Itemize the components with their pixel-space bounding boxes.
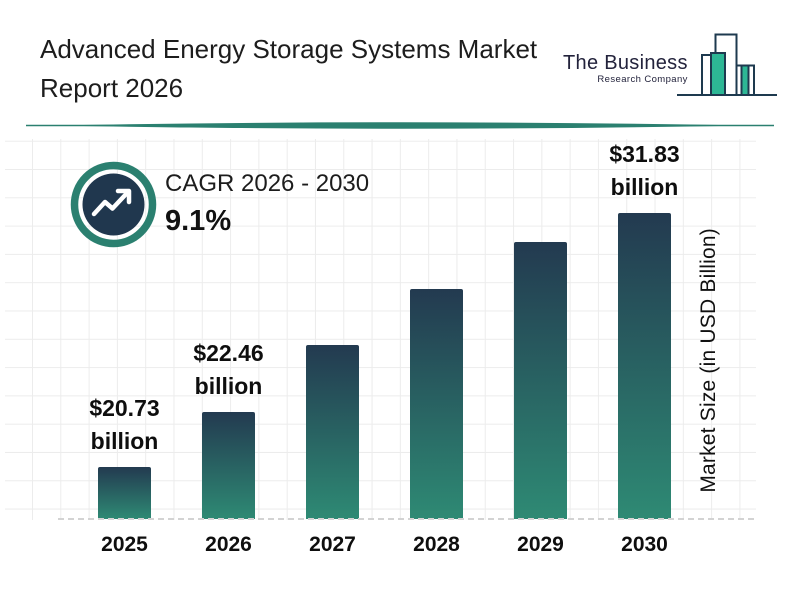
bar-2028 — [410, 289, 463, 519]
logo-bars-icon — [676, 33, 777, 96]
company-logo: The Business Research Company — [563, 31, 778, 99]
value-amount: $20.73 — [89, 395, 160, 421]
cagr-callout: CAGR 2026 - 2030 9.1% — [165, 170, 369, 237]
x-axis-label-2028: 2028 — [413, 533, 460, 556]
bar-2025 — [98, 467, 151, 519]
cagr-trend-icon — [70, 161, 157, 248]
header-divider — [26, 122, 774, 129]
page-title-line2: Report 2026 — [40, 73, 184, 103]
x-axis-label-2030: 2030 — [621, 533, 668, 556]
bar-2029 — [514, 242, 567, 519]
value-unit: billion — [90, 428, 159, 454]
value-label-2030: $31.83 billion — [570, 138, 720, 204]
bar-2030 — [618, 213, 671, 519]
value-label-2026: $22.46 billion — [154, 337, 304, 403]
company-subtitle: Research Company — [597, 74, 688, 85]
value-unit: billion — [194, 373, 263, 399]
cagr-label: CAGR 2026 - 2030 — [165, 170, 370, 197]
x-axis-label-2026: 2026 — [205, 533, 252, 556]
y-axis-label: Market Size (in USD Billion) — [697, 228, 720, 493]
company-logo-text: The Business Research Company — [563, 52, 688, 85]
bar-2026 — [202, 412, 255, 519]
value-unit: billion — [610, 174, 679, 200]
x-axis-label-2025: 2025 — [101, 533, 148, 556]
x-axis-label-2027: 2027 — [309, 533, 356, 556]
value-amount: $22.46 — [193, 340, 264, 366]
value-amount: $31.83 — [609, 141, 680, 167]
bar-2027 — [306, 345, 359, 519]
chart-baseline — [58, 518, 754, 520]
x-axis-label-2029: 2029 — [517, 533, 564, 556]
value-label-2025: $20.73 billion — [50, 392, 200, 458]
cagr-value: 9.1% — [165, 205, 232, 237]
page-title-line1: Advanced Energy Storage Systems Market — [40, 34, 538, 64]
company-name: The Business — [563, 52, 688, 74]
page-title: Advanced Energy Storage Systems Market R… — [40, 30, 580, 108]
